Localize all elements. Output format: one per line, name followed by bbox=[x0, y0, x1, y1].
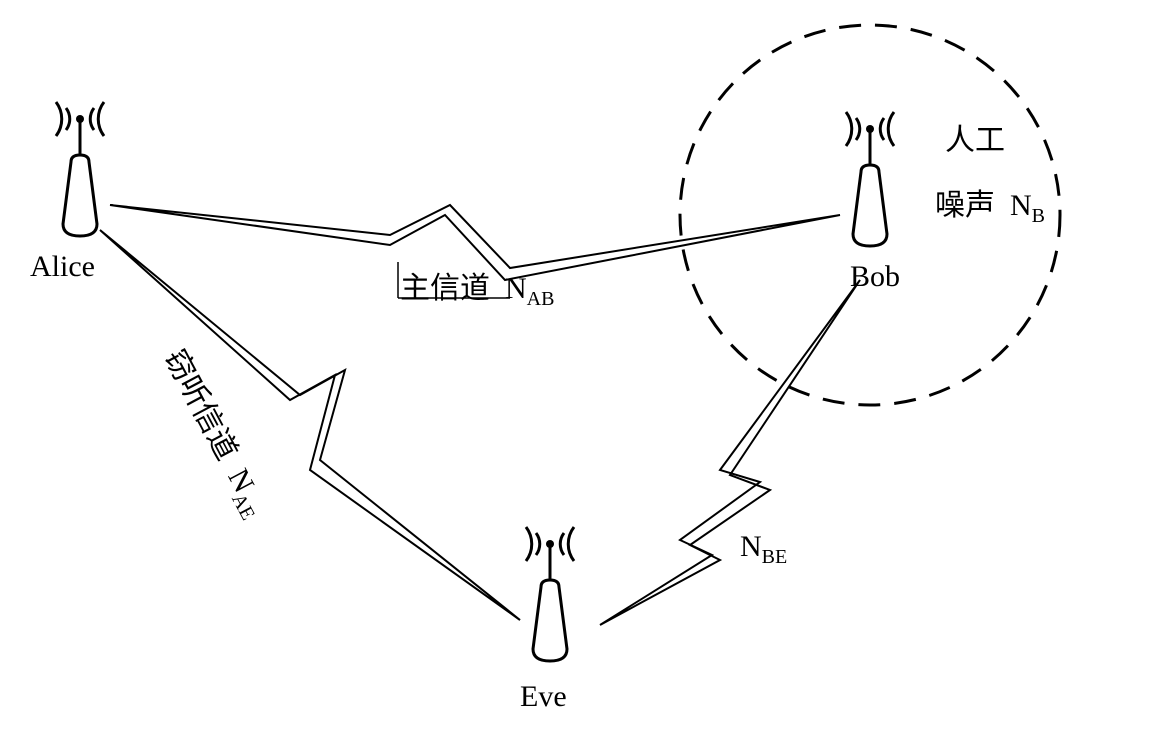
bob-label: Bob bbox=[850, 260, 900, 294]
main-channel-label: 主信道 NAB bbox=[400, 263, 554, 311]
alice-label: Alice bbox=[30, 250, 95, 284]
alice-antenna bbox=[56, 102, 104, 236]
eve-label: Eve bbox=[520, 680, 567, 714]
artificial-noise-line1: 人工 bbox=[945, 115, 1005, 159]
nbe-label: NBE bbox=[740, 530, 787, 569]
eve-antenna bbox=[526, 527, 574, 661]
artificial-noise-line2: 噪声 NB bbox=[935, 180, 1045, 228]
bob-antenna bbox=[846, 112, 894, 246]
edge-bob-eve bbox=[600, 280, 860, 625]
